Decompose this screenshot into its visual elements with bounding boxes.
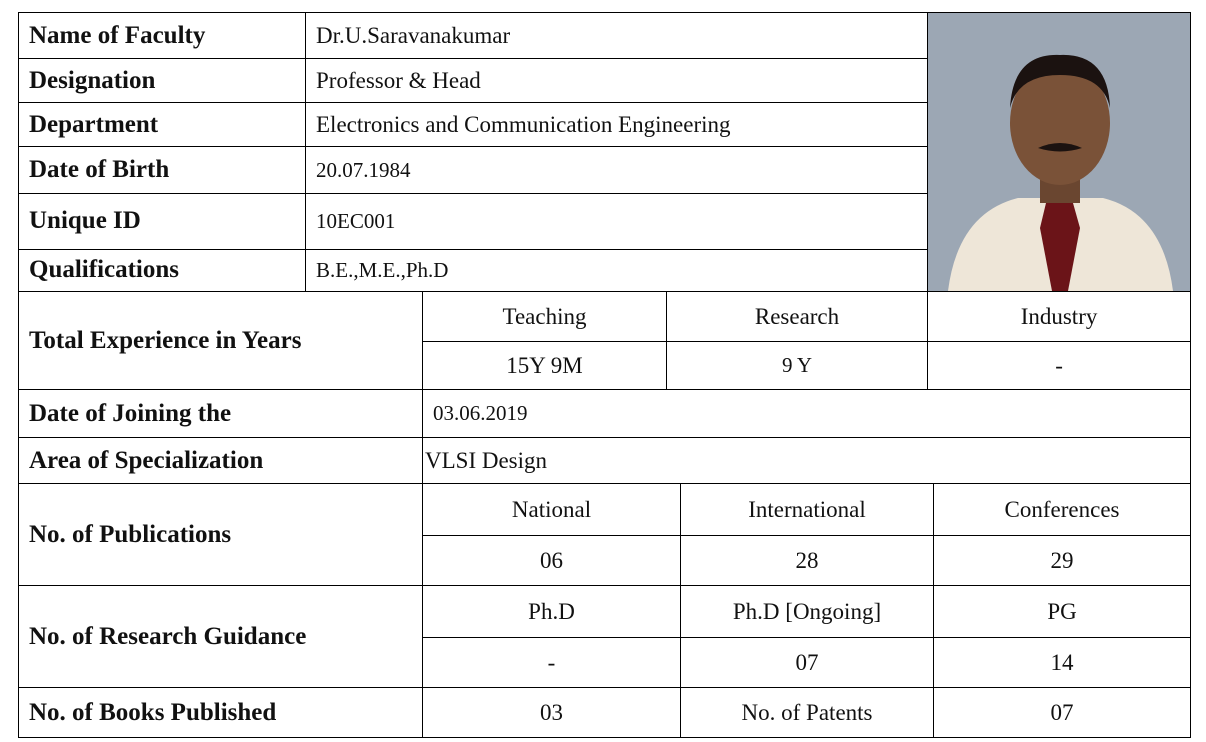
column-header: PG bbox=[933, 585, 1192, 638]
value: 06 bbox=[422, 535, 681, 586]
value: Professor & Head bbox=[304, 58, 929, 104]
label: Unique ID bbox=[18, 192, 306, 250]
value: 10EC001 bbox=[304, 192, 929, 250]
label: Department bbox=[18, 102, 306, 148]
label: No. of Patents bbox=[679, 687, 935, 738]
label: No. of Books Published bbox=[18, 687, 423, 738]
value: 29 bbox=[933, 535, 1192, 586]
value: 15Y 9M bbox=[422, 341, 667, 390]
column-header: Teaching bbox=[422, 291, 667, 342]
column-header: National bbox=[422, 483, 681, 536]
label: No. of Research Guidance bbox=[18, 585, 423, 688]
value: 20.07.1984 bbox=[304, 146, 929, 194]
label: Area of Specialization bbox=[18, 437, 423, 484]
value: 07 bbox=[933, 687, 1192, 738]
value: 03.06.2019 bbox=[421, 389, 1192, 438]
value: 14 bbox=[933, 637, 1192, 688]
label: Date of Birth bbox=[18, 146, 306, 194]
value: - bbox=[927, 341, 1192, 390]
label: Qualifications bbox=[18, 248, 306, 293]
label: Name of Faculty bbox=[18, 11, 306, 60]
value: Electronics and Communication Engineerin… bbox=[304, 102, 929, 148]
label: No. of Publications bbox=[18, 483, 423, 586]
column-header: Conferences bbox=[933, 483, 1192, 536]
faculty-photo bbox=[928, 13, 1190, 291]
column-header: Industry bbox=[927, 291, 1192, 342]
column-header: Ph.D [Ongoing] bbox=[679, 585, 935, 638]
value: 03 bbox=[422, 687, 681, 738]
value: 07 bbox=[679, 637, 935, 688]
value: 28 bbox=[679, 535, 935, 586]
label: Designation bbox=[18, 58, 306, 104]
label: Date of Joining the bbox=[18, 389, 423, 438]
label: Total Experience in Years bbox=[18, 291, 423, 390]
value: 9 Y bbox=[665, 341, 929, 390]
faculty-table: Name of Faculty Dr.U.Saravanakumar Desig… bbox=[18, 11, 1192, 738]
value: Dr.U.Saravanakumar bbox=[304, 11, 929, 60]
column-header: International bbox=[679, 483, 935, 536]
value: - bbox=[422, 637, 681, 688]
photo bbox=[927, 12, 1192, 292]
value: VLSI Design bbox=[421, 437, 1192, 484]
column-header: Ph.D bbox=[422, 585, 681, 638]
column-header: Research bbox=[665, 291, 929, 342]
value: B.E.,M.E.,Ph.D bbox=[304, 248, 929, 293]
